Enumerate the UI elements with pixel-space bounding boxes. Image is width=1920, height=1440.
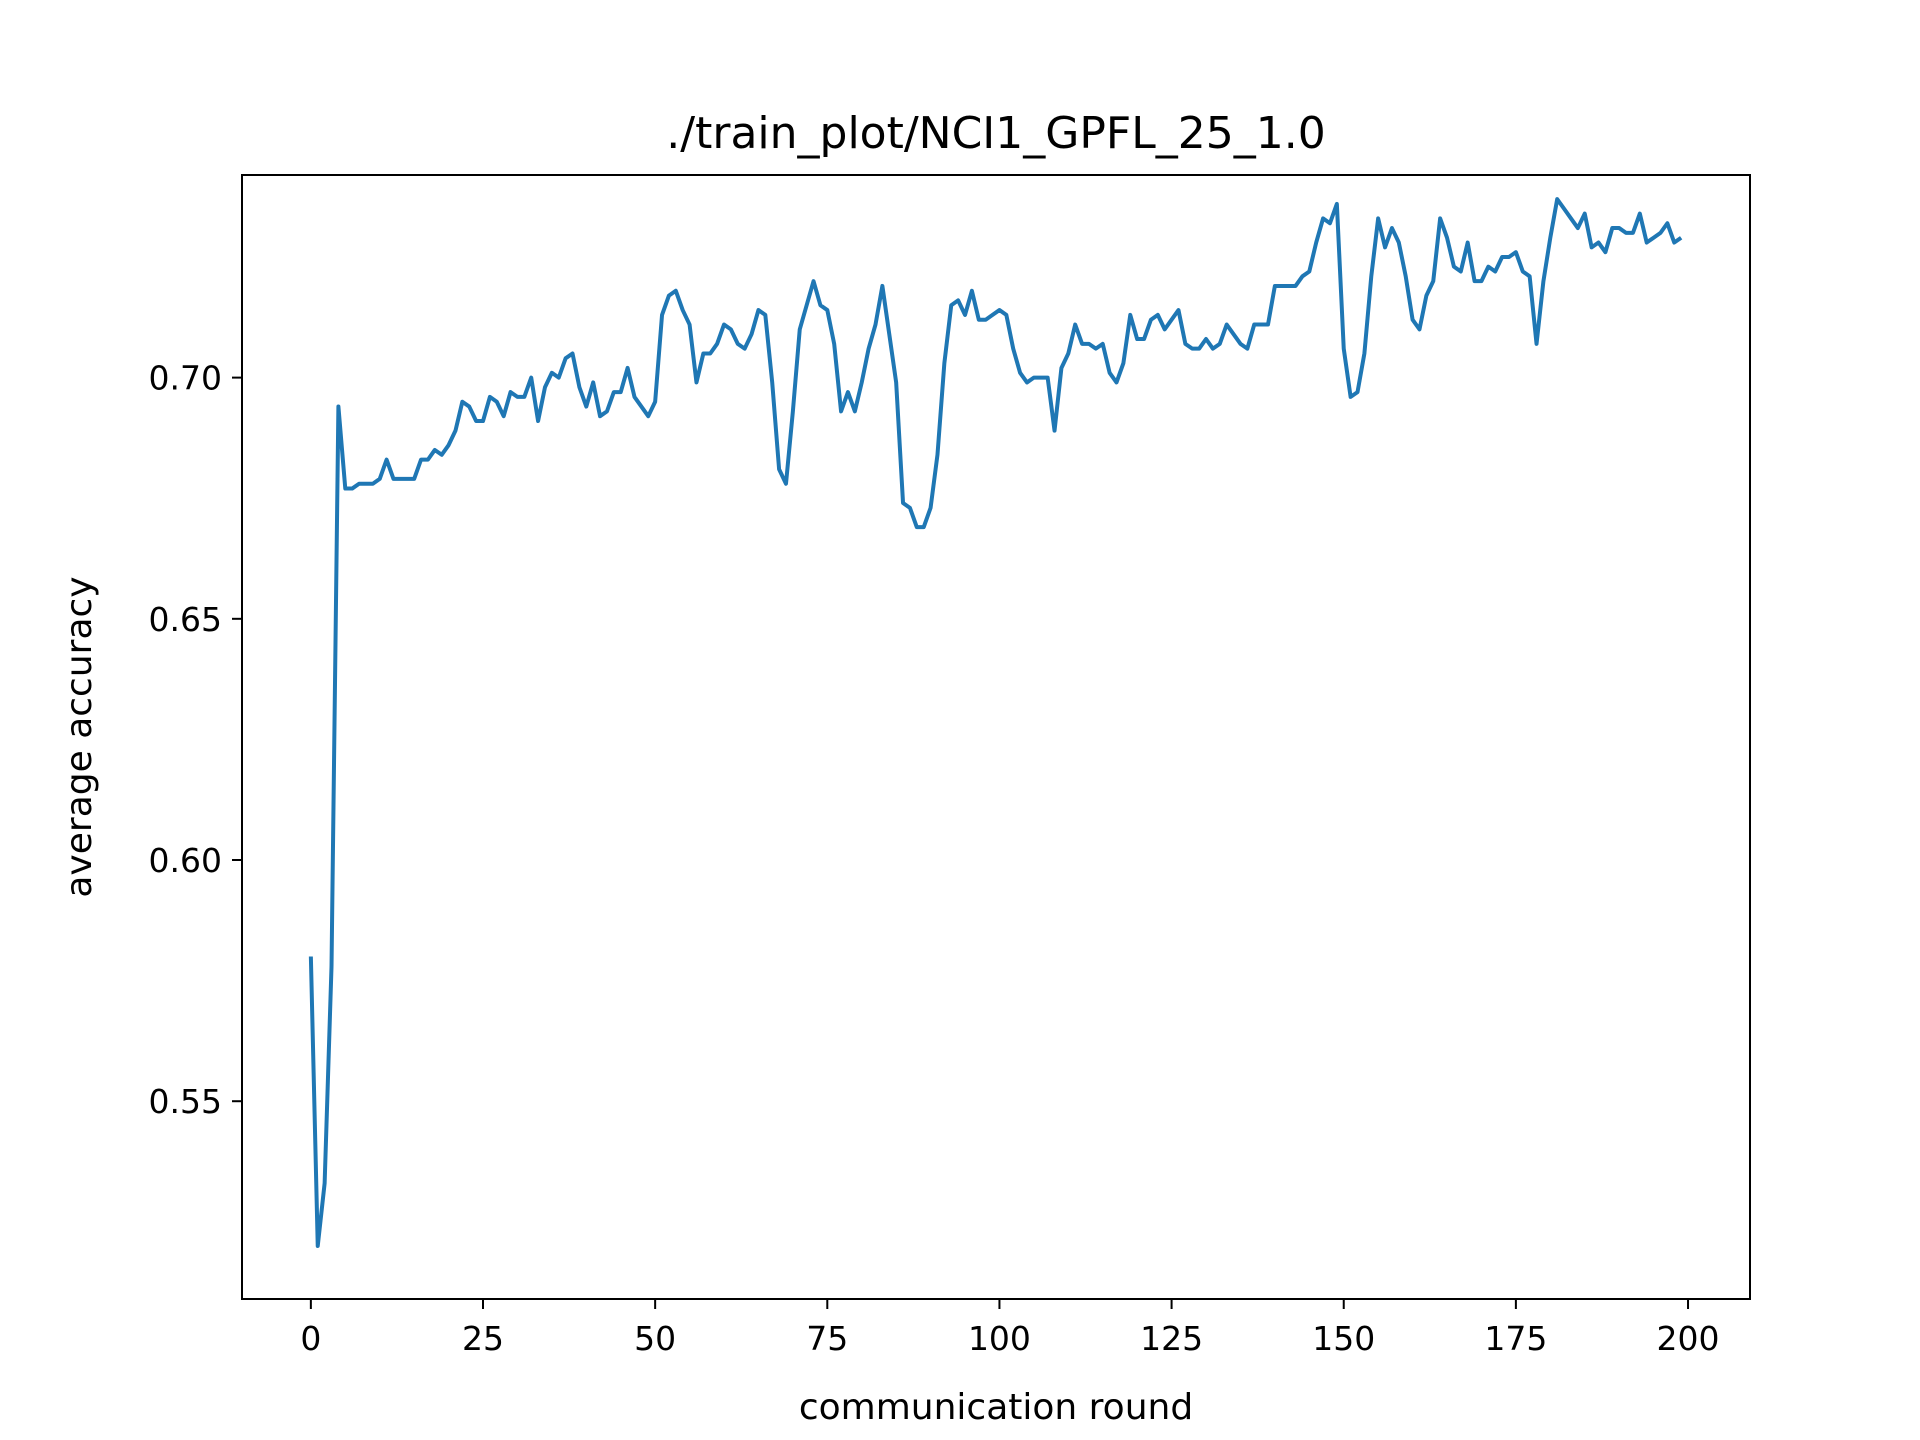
x-tick-label: 0 — [300, 1319, 321, 1358]
x-tick-label: 75 — [806, 1319, 848, 1358]
y-tick-label: 0.65 — [149, 600, 222, 639]
y-tick-label: 0.70 — [149, 359, 222, 398]
plot-area — [308, 197, 1683, 1248]
x-axis: 0 25 50 75 100 125 150 175 200 — [300, 1299, 1720, 1358]
x-tick-label: 150 — [1312, 1319, 1375, 1358]
y-axis: 0.55 0.60 0.65 0.70 — [149, 359, 242, 1121]
y-tick-label: 0.60 — [149, 841, 222, 880]
y-tick-label: 0.55 — [149, 1082, 222, 1121]
chart-title: ./train_plot/NCI1_GPFL_25_1.0 — [666, 108, 1325, 159]
x-tick-label: 125 — [1140, 1319, 1203, 1358]
x-tick-label: 200 — [1657, 1319, 1720, 1358]
x-tick-label: 175 — [1484, 1319, 1547, 1358]
x-tick-label: 25 — [462, 1319, 504, 1358]
series-line-0 — [308, 197, 1683, 1248]
x-tick-label: 100 — [968, 1319, 1031, 1358]
x-tick-label: 50 — [634, 1319, 676, 1358]
x-axis-label: communication round — [799, 1387, 1193, 1428]
y-axis-label: average accuracy — [59, 576, 100, 897]
axes-frame — [241, 174, 1751, 1300]
